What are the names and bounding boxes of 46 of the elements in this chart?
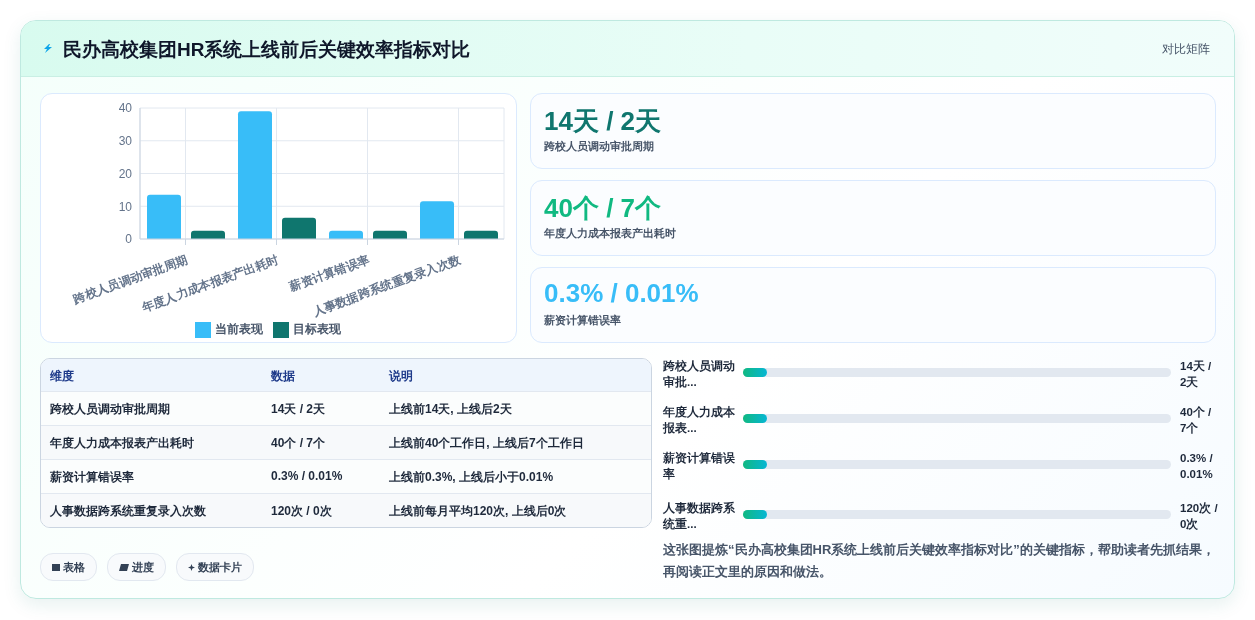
text: 薪资计算错误率: [544, 313, 621, 328]
y-tick-label: 10: [118, 199, 133, 214]
chart-title: 民办高校集团HR系统上线前后关键效率指标对比: [63, 38, 471, 62]
text: 数据卡片: [176, 553, 254, 581]
text: 表格: [40, 553, 97, 581]
text: 40个 / 7个: [271, 435, 326, 452]
legend-label: 当前表现: [214, 322, 263, 336]
text: 40个 / 7个: [544, 192, 662, 225]
text: 对比矩阵: [1162, 41, 1210, 58]
text: 上线前14天, 上线后2天: [389, 401, 512, 418]
text: 120次 / 0次: [271, 503, 332, 520]
y-tick-label: 30: [118, 134, 133, 149]
y-tick-label: 20: [118, 166, 133, 181]
bar: [147, 194, 181, 239]
y-tick-label: 40: [118, 101, 133, 116]
text: 年度人力成本报表...: [663, 404, 736, 436]
text: 进度: [107, 553, 166, 581]
text: 说明: [389, 368, 413, 385]
text: 40个 / 7个: [1180, 405, 1213, 436]
text: 上线前0.3%, 上线后小于0.01%: [389, 469, 554, 486]
text: 120次 / 0次: [1180, 501, 1219, 532]
bar: [420, 201, 454, 239]
text: 人事数据跨系统重...: [663, 501, 736, 532]
text: 人事数据跨系统重复录入次数: [50, 503, 206, 520]
text: 14天 / 2天: [1180, 359, 1213, 390]
text: 14天 / 2天: [271, 401, 326, 418]
text: 0.3% / 0.01%: [271, 469, 343, 483]
text: 0.3% / 0.01%: [1180, 451, 1214, 482]
text: 年度人力成本报表产出耗时: [50, 435, 194, 452]
text: 跨校人员调动审批周期: [50, 401, 170, 418]
bar: [238, 111, 272, 239]
text: 跨校人员调动审批...: [663, 359, 736, 390]
legend-label: 目标表现: [292, 322, 341, 336]
y-tick-label: 0: [125, 232, 133, 247]
text: 年度人力成本报表产出耗时: [544, 226, 676, 241]
text: 14天 / 2天: [544, 105, 662, 138]
text: 0.3% / 0.01%: [544, 278, 699, 309]
text: 上线前40个工作日, 上线后7个工作日: [389, 435, 584, 452]
text: 数据: [271, 368, 295, 385]
text: 薪资计算错误率: [50, 469, 134, 486]
bar: [282, 217, 316, 239]
text: 跨校人员调动审批周期: [544, 139, 654, 154]
text: 维度: [50, 368, 74, 385]
text: 上线前每月平均120次, 上线后0次: [389, 503, 567, 520]
text: 这张图提炼“民办高校集团HR系统上线前后关键效率指标对比”的关键指标，帮助读者先抓结果，再阅读正文里的原因和做法。: [663, 541, 1216, 581]
text: 薪资计算错误率: [663, 450, 736, 482]
